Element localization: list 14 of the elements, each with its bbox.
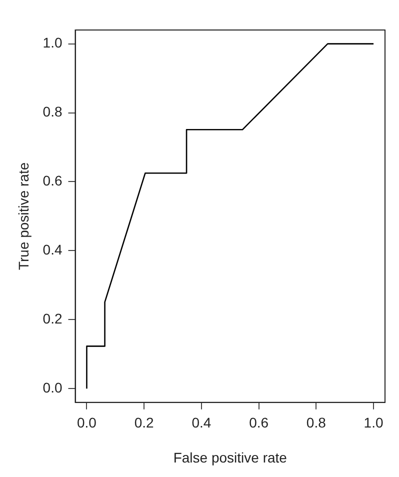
- x-tick-label: 0.0: [77, 414, 97, 431]
- y-tick-label: 0.4: [42, 242, 62, 258]
- x-tick-label: 0.6: [249, 414, 269, 431]
- y-tick-label: 0.0: [42, 379, 62, 396]
- y-tick-label: 0.8: [42, 104, 62, 120]
- y-axis-title: True positive rate: [15, 162, 32, 270]
- x-tick-label: 1.0: [364, 414, 384, 431]
- y-tick-label: 0.6: [42, 172, 62, 189]
- y-tick-label: 0.2: [42, 310, 62, 327]
- x-axis-title: False positive rate: [173, 449, 288, 466]
- x-tick-label: 0.4: [192, 414, 212, 431]
- y-tick-label: 1.0: [42, 34, 62, 51]
- x-tick-label: 0.2: [134, 414, 154, 431]
- x-tick-label: 0.8: [306, 414, 326, 431]
